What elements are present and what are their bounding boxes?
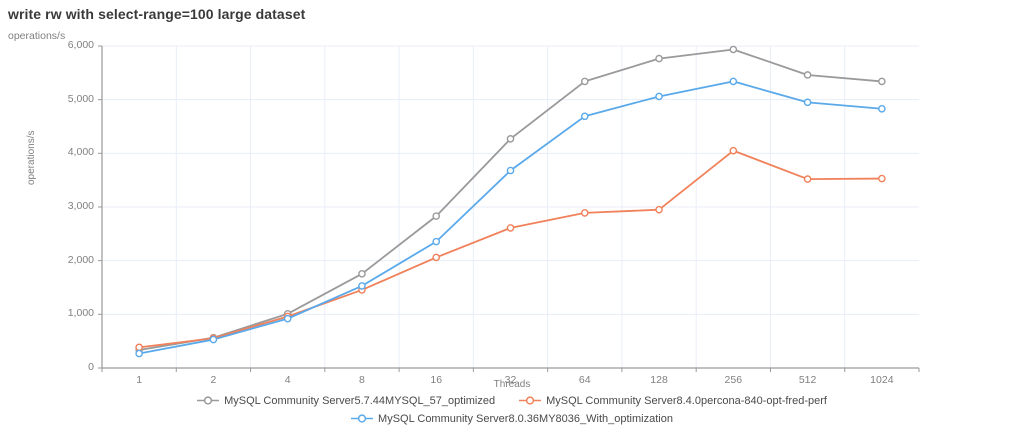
data-point[interactable]	[580, 209, 589, 217]
data-point[interactable]	[432, 237, 441, 246]
chart-legend: MySQL Community Server5.7.44MYSQL_57_opt…	[0, 392, 1024, 427]
data-point[interactable]	[878, 174, 886, 183]
data-point[interactable]	[655, 92, 663, 101]
chart-title: write rw with select-range=100 large dat…	[8, 6, 306, 22]
data-point[interactable]	[729, 45, 738, 54]
data-point[interactable]	[358, 282, 366, 290]
data-point[interactable]	[506, 166, 515, 175]
data-point[interactable]	[209, 335, 218, 344]
data-point[interactable]	[803, 71, 812, 79]
y-axis-title: operations/s	[26, 130, 37, 185]
y-axis-tick-label: 6,000	[67, 39, 94, 51]
data-point[interactable]	[135, 349, 143, 358]
series-layer	[135, 45, 886, 358]
data-point[interactable]	[655, 205, 663, 214]
gridlines	[102, 45, 919, 368]
x-axis-tick-label: 16	[430, 374, 443, 386]
x-axis-tick-label: 2	[210, 374, 217, 386]
data-point[interactable]	[506, 135, 515, 143]
y-axis-tick-label: 5,000	[67, 92, 94, 105]
x-axis-tick-label: 128	[650, 374, 668, 386]
legend-marker-icon	[519, 396, 542, 405]
x-axis-tick-label: 4	[284, 374, 291, 386]
x-axis-tick-label: 1	[136, 374, 143, 386]
legend-item-label: MySQL Community Server5.7.44MYSQL_57_opt…	[224, 394, 496, 407]
data-point[interactable]	[729, 77, 738, 86]
x-axis-tick-label: 512	[798, 374, 817, 386]
data-point[interactable]	[580, 77, 589, 86]
legend-marker-icon	[197, 396, 220, 405]
y-axis-tick-label: 4,000	[67, 146, 94, 159]
legend-marker-icon	[351, 414, 374, 423]
legend-item[interactable]: MySQL Community Server5.7.44MYSQL_57_opt…	[197, 392, 495, 409]
legend-item[interactable]: MySQL Community Server8.0.36MY8036_With_…	[351, 410, 673, 427]
data-point[interactable]	[878, 77, 886, 86]
y-axis-tick-label: 1,000	[67, 307, 94, 320]
x-axis-tick-label: 256	[724, 374, 743, 386]
legend-item-label: MySQL Community Server8.4.0percona-840-o…	[546, 394, 827, 407]
data-point[interactable]	[283, 314, 292, 323]
legend-item[interactable]: MySQL Community Server8.4.0percona-840-o…	[519, 392, 827, 409]
data-point[interactable]	[729, 146, 738, 155]
data-point[interactable]	[135, 343, 143, 352]
data-point[interactable]	[655, 54, 663, 63]
x-axis-tick-label: 1024	[870, 374, 894, 386]
chart-unit-label: operations/s	[8, 30, 66, 42]
data-point[interactable]	[878, 104, 886, 113]
data-point[interactable]	[580, 112, 589, 121]
x-axis-tick-label: 64	[578, 374, 591, 386]
data-point[interactable]	[506, 224, 515, 232]
y-axis-tick-label: 3,000	[67, 200, 94, 212]
y-axis-tick-label: 0	[88, 361, 94, 373]
data-point[interactable]	[432, 253, 441, 262]
legend-item-label: MySQL Community Server8.0.36MY8036_With_…	[378, 412, 673, 425]
y-axis-tick-label: 2,000	[67, 253, 94, 266]
x-axis-tick-label: 32	[504, 374, 517, 386]
x-axis-tick-label: 8	[359, 374, 365, 386]
axis-ticks	[98, 45, 920, 372]
data-point[interactable]	[432, 212, 441, 220]
data-point[interactable]	[358, 270, 366, 278]
data-point[interactable]	[803, 98, 812, 107]
data-point[interactable]	[803, 175, 812, 183]
x-axis-title: Threads	[493, 379, 531, 390]
